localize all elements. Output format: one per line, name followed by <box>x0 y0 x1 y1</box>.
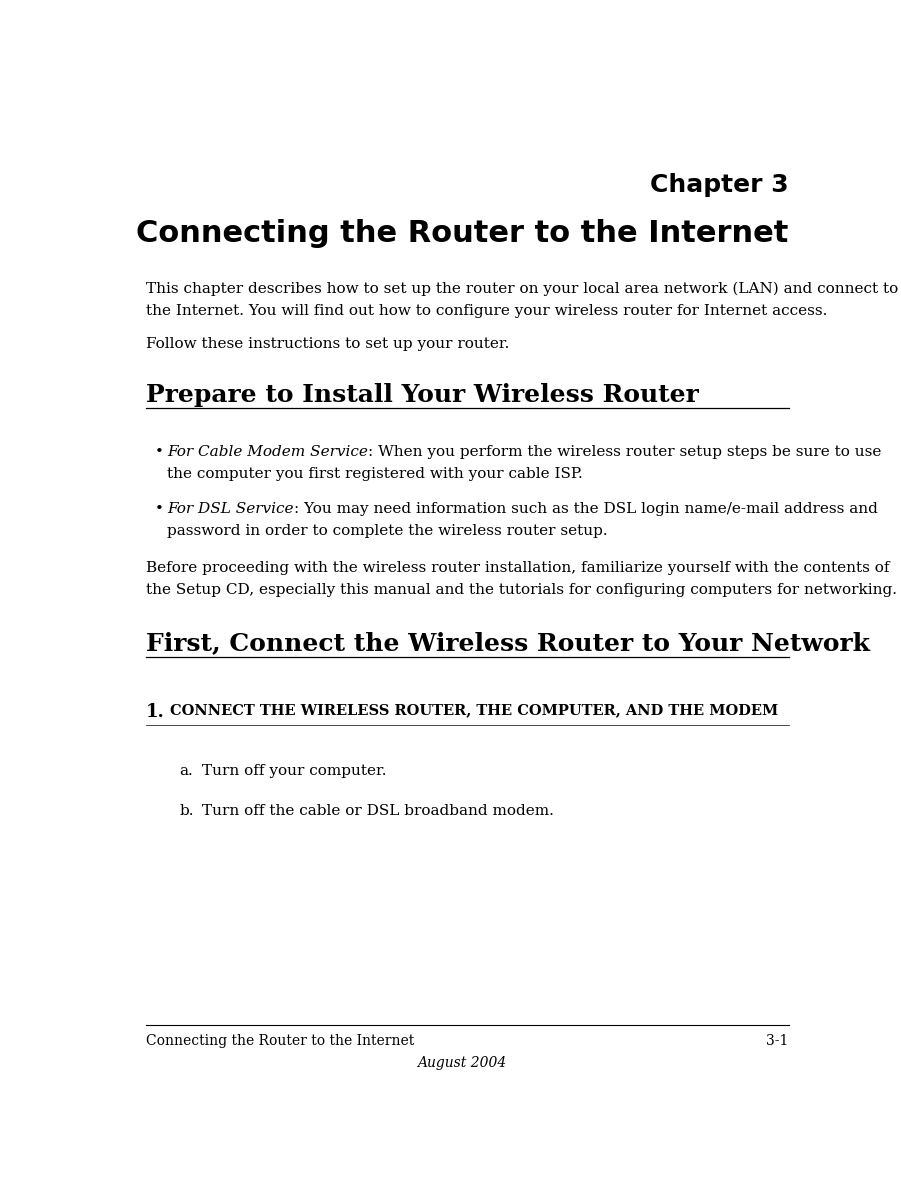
Text: Follow these instructions to set up your router.: Follow these instructions to set up your… <box>146 337 510 350</box>
Text: Connecting the Router to the Internet: Connecting the Router to the Internet <box>146 1034 414 1048</box>
Text: Connecting the Router to the Internet: Connecting the Router to the Internet <box>136 219 788 247</box>
Text: password in order to complete the wireless router setup.: password in order to complete the wirele… <box>167 525 607 538</box>
Text: Chapter 3: Chapter 3 <box>650 173 788 197</box>
Text: 3-1: 3-1 <box>766 1034 788 1048</box>
Text: Before proceeding with the wireless router installation, familiarize yourself wi: Before proceeding with the wireless rout… <box>146 562 889 575</box>
Text: the computer you first registered with your cable ISP.: the computer you first registered with y… <box>167 467 583 482</box>
Text: First, Connect the Wireless Router to Your Network: First, Connect the Wireless Router to Yo… <box>146 631 870 655</box>
Text: Turn off the cable or DSL broadband modem.: Turn off the cable or DSL broadband mode… <box>202 804 554 819</box>
Text: For DSL Service: For DSL Service <box>167 502 294 516</box>
Text: a.: a. <box>179 764 194 778</box>
Text: CONNECT THE WIRELESS ROUTER, THE COMPUTER, AND THE MODEM: CONNECT THE WIRELESS ROUTER, THE COMPUTE… <box>170 703 778 717</box>
Text: Prepare to Install Your Wireless Router: Prepare to Install Your Wireless Router <box>146 382 699 406</box>
Text: b.: b. <box>179 804 194 819</box>
Text: the Setup CD, especially this manual and the tutorials for configuring computers: the Setup CD, especially this manual and… <box>146 583 897 598</box>
Text: : You may need information such as the DSL login name/e-mail address and: : You may need information such as the D… <box>294 502 878 516</box>
Text: •: • <box>155 446 163 459</box>
Text: the Internet. You will find out how to configure your wireless router for Intern: the Internet. You will find out how to c… <box>146 304 827 318</box>
Text: For Cable Modem Service: For Cable Modem Service <box>167 446 368 459</box>
Text: August 2004: August 2004 <box>417 1056 506 1071</box>
Text: : When you perform the wireless router setup steps be sure to use: : When you perform the wireless router s… <box>368 446 881 459</box>
Text: Turn off your computer.: Turn off your computer. <box>202 764 387 778</box>
Text: This chapter describes how to set up the router on your local area network (LAN): This chapter describes how to set up the… <box>146 282 898 296</box>
Text: 1.: 1. <box>146 703 165 721</box>
Text: •: • <box>155 502 163 516</box>
